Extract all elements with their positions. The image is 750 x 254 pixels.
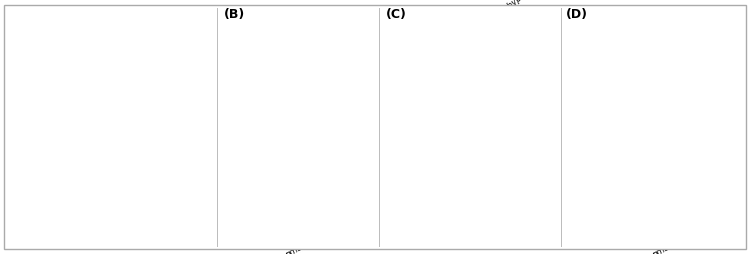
Text: C: C [205,107,213,117]
Bar [45,102,108,122]
Bar [108,102,202,122]
Bar [308,98,350,218]
Text: PMA1 gene 2757 base pair: PMA1 gene 2757 base pair [44,209,181,218]
Bar [238,58,280,218]
Text: GAPDH: GAPDH [409,101,436,110]
Text: RAP2: RAP2 [74,123,80,141]
Bar [478,63,514,77]
Bar [479,101,508,112]
Bar [444,101,464,112]
Bar [442,63,468,77]
Bar [476,98,515,114]
Y-axis label: Cytoplasmic pH: Cytoplasmic pH [546,86,555,157]
Bar [440,93,525,117]
Text: (+1): (+1) [110,126,125,131]
Text: 0.49: 0.49 [484,119,505,128]
Bar [671,164,721,254]
Y-axis label: Relative expression: Relative expression [195,78,204,166]
Text: Pma1-Flag: Pma1-Flag [396,65,436,74]
Text: ACCCATACATC (-872~-892 and -795~-785): ACCCATACATC (-872~-892 and -795~-785) [10,41,144,46]
Bar [588,137,638,254]
Text: 1.00: 1.00 [445,119,465,128]
Text: WT: WT [453,12,469,28]
Text: (D): (D) [566,8,588,21]
Text: (B): (B) [224,8,245,21]
Text: PMA1 promoter: PMA1 promoter [47,157,106,166]
Text: (ATG): (ATG) [112,65,130,71]
Bar [441,98,471,114]
Text: (A): (A) [12,24,33,37]
Bar [445,65,461,75]
Bar [440,57,525,82]
Bar [481,65,507,75]
Text: (C): (C) [386,8,407,21]
Text: N: N [30,107,40,117]
Text: pma1-hypo: pma1-hypo [486,0,528,28]
Text: RAP1: RAP1 [62,123,68,141]
